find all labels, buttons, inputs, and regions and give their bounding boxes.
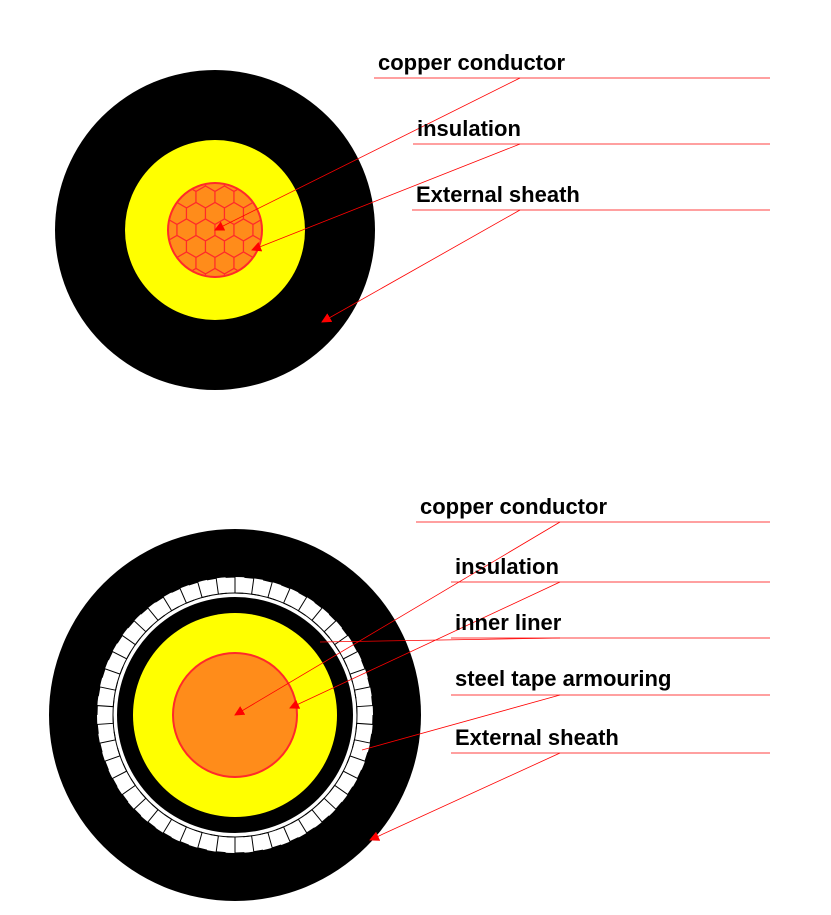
label-text: insulation bbox=[417, 116, 521, 142]
label-text: External sheath bbox=[416, 182, 580, 208]
label-text: steel tape armouring bbox=[455, 666, 671, 692]
label-text: copper conductor bbox=[378, 50, 565, 76]
label-text: External sheath bbox=[455, 725, 619, 751]
diagram-svg bbox=[0, 0, 831, 915]
label-text: inner liner bbox=[455, 610, 561, 636]
diagram-canvas: copper conductor insulation External sheat… bbox=[0, 0, 831, 915]
label-text: insulation bbox=[455, 554, 559, 580]
label-text: copper conductor bbox=[420, 494, 607, 520]
